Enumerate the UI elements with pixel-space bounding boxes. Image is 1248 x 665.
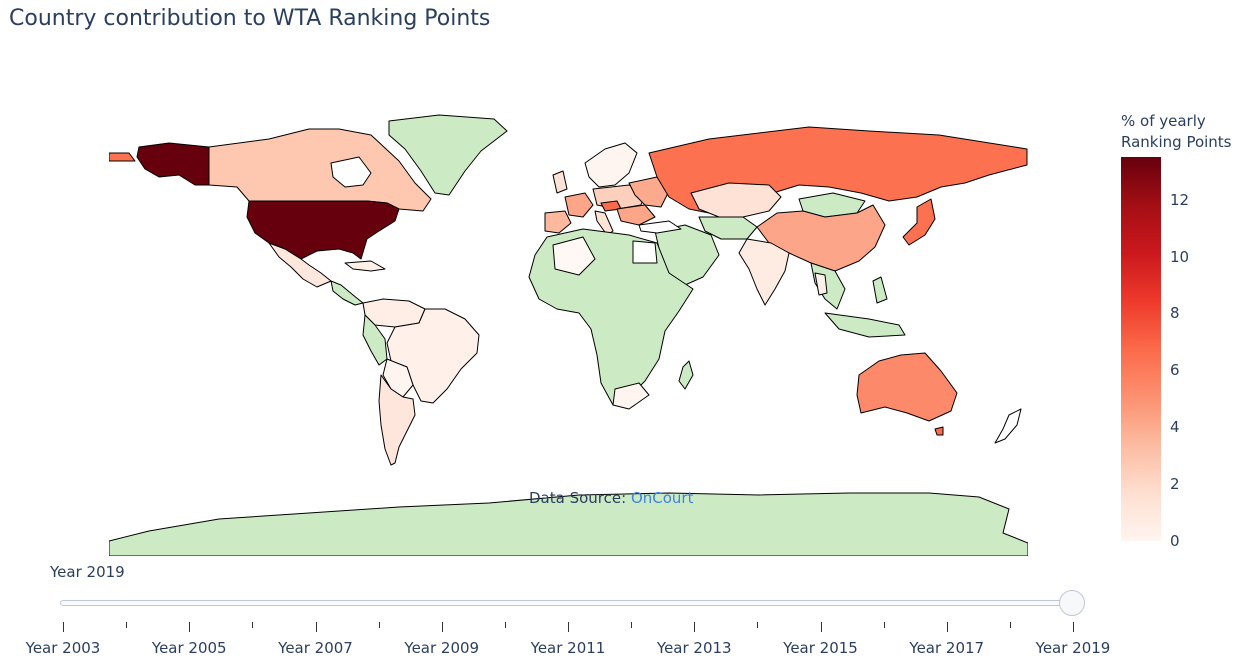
slider-minor-tick[interactable] (883, 622, 885, 628)
slider-step-label[interactable]: Year 2011 (530, 639, 606, 657)
country-uk[interactable] (552, 170, 568, 194)
slider-minor-tick[interactable] (378, 622, 380, 628)
colorbar-title-line1: % of yearly (1121, 112, 1206, 130)
slider-major-tick[interactable] (694, 622, 696, 632)
slider-major-tick[interactable] (568, 622, 569, 632)
country-madagascar[interactable] (678, 360, 694, 390)
country-usa[interactable] (246, 200, 400, 260)
slider-step-label[interactable]: Year 2009 (404, 639, 480, 657)
country-india[interactable] (738, 238, 790, 306)
slider-rail[interactable] (60, 600, 1075, 606)
slider-minor-tick[interactable] (252, 622, 254, 628)
country-egypt[interactable] (632, 240, 658, 264)
country-canada[interactable] (208, 128, 432, 212)
country-argentina-chile[interactable] (378, 374, 416, 466)
colorbar-tick-label: 8 (1170, 304, 1180, 323)
country-peru-ecuador[interactable] (362, 314, 388, 366)
country-southeast-asia[interactable] (810, 262, 846, 310)
slider-major-tick[interactable] (63, 622, 64, 632)
country-south-africa[interactable] (612, 382, 650, 410)
country-australia[interactable] (856, 352, 958, 422)
country-indonesia[interactable] (824, 312, 906, 338)
country-philippines[interactable] (872, 276, 888, 304)
slider-minor-tick[interactable] (757, 622, 759, 628)
country-france[interactable] (564, 192, 594, 218)
caribbean[interactable] (344, 260, 386, 272)
country-thailand[interactable] (814, 272, 828, 296)
country-turkey[interactable] (638, 220, 682, 234)
country-russia-west-wrap[interactable] (109, 152, 136, 162)
slider-step-label[interactable]: Year 2019 (1035, 639, 1111, 657)
country-japan[interactable] (902, 198, 936, 246)
country-spain[interactable] (544, 210, 572, 234)
country-greenland[interactable] (388, 114, 508, 196)
data-source-note: Data Source: OnCourt (529, 489, 693, 507)
slider-minor-tick[interactable] (631, 622, 633, 628)
colorbar-tick-label: 6 (1170, 361, 1180, 380)
map-svg (109, 114, 1028, 556)
slider-step-label[interactable]: Year 2015 (783, 639, 858, 657)
slider-major-tick[interactable] (1073, 622, 1074, 632)
slider-major-tick[interactable] (946, 622, 948, 632)
country-usa-alaska[interactable] (136, 142, 210, 186)
slider-major-tick[interactable] (189, 622, 191, 632)
country-tasmania[interactable] (934, 426, 944, 436)
country-kazakhstan[interactable] (690, 182, 782, 218)
hudson-bay (330, 156, 372, 188)
slider-current-value: Year 2019 (50, 563, 125, 581)
chart-title: Country contribution to WTA Ranking Poin… (9, 6, 491, 31)
slider-step-label[interactable]: Year 2005 (151, 639, 227, 657)
slider-minor-tick[interactable] (1009, 622, 1011, 628)
country-china[interactable] (756, 204, 886, 272)
colorbar-tick-label: 2 (1170, 475, 1180, 494)
slider-step-label[interactable]: Year 2013 (656, 639, 732, 657)
slider-major-tick[interactable] (441, 622, 443, 632)
country-scandinavia[interactable] (584, 142, 638, 188)
slider-step-label[interactable]: Year 2007 (278, 639, 353, 657)
country-algeria[interactable] (552, 236, 596, 276)
slider-minor-tick[interactable] (126, 622, 128, 628)
data-source-prefix: Data Source: (529, 489, 631, 507)
slider-handle[interactable] (1059, 590, 1085, 616)
country-new-zealand[interactable] (994, 408, 1022, 444)
slider-step-label[interactable]: Year 2017 (909, 639, 985, 657)
antarctica[interactable] (109, 492, 1028, 556)
colorbar (1121, 157, 1161, 541)
country-romania-balkans[interactable] (616, 204, 656, 226)
data-source-link[interactable]: OnCourt (630, 489, 694, 507)
world-choropleth-map[interactable] (109, 113, 1028, 556)
colorbar-title-line2: Ranking Points (1121, 133, 1232, 151)
colorbar-tick-label: 4 (1170, 418, 1180, 437)
slider-major-tick[interactable] (315, 622, 317, 632)
colorbar-tick-label: 0 (1170, 532, 1180, 550)
colorbar-tick-label: 10 (1170, 247, 1190, 266)
central-america[interactable] (330, 280, 364, 306)
colorbar-title: % of yearly Ranking Points (1121, 111, 1247, 153)
slider-step-label[interactable]: Year 2003 (25, 639, 101, 657)
slider-minor-tick[interactable] (504, 622, 506, 628)
slider-major-tick[interactable] (820, 622, 822, 632)
colorbar-tick-label: 12 (1170, 190, 1190, 209)
